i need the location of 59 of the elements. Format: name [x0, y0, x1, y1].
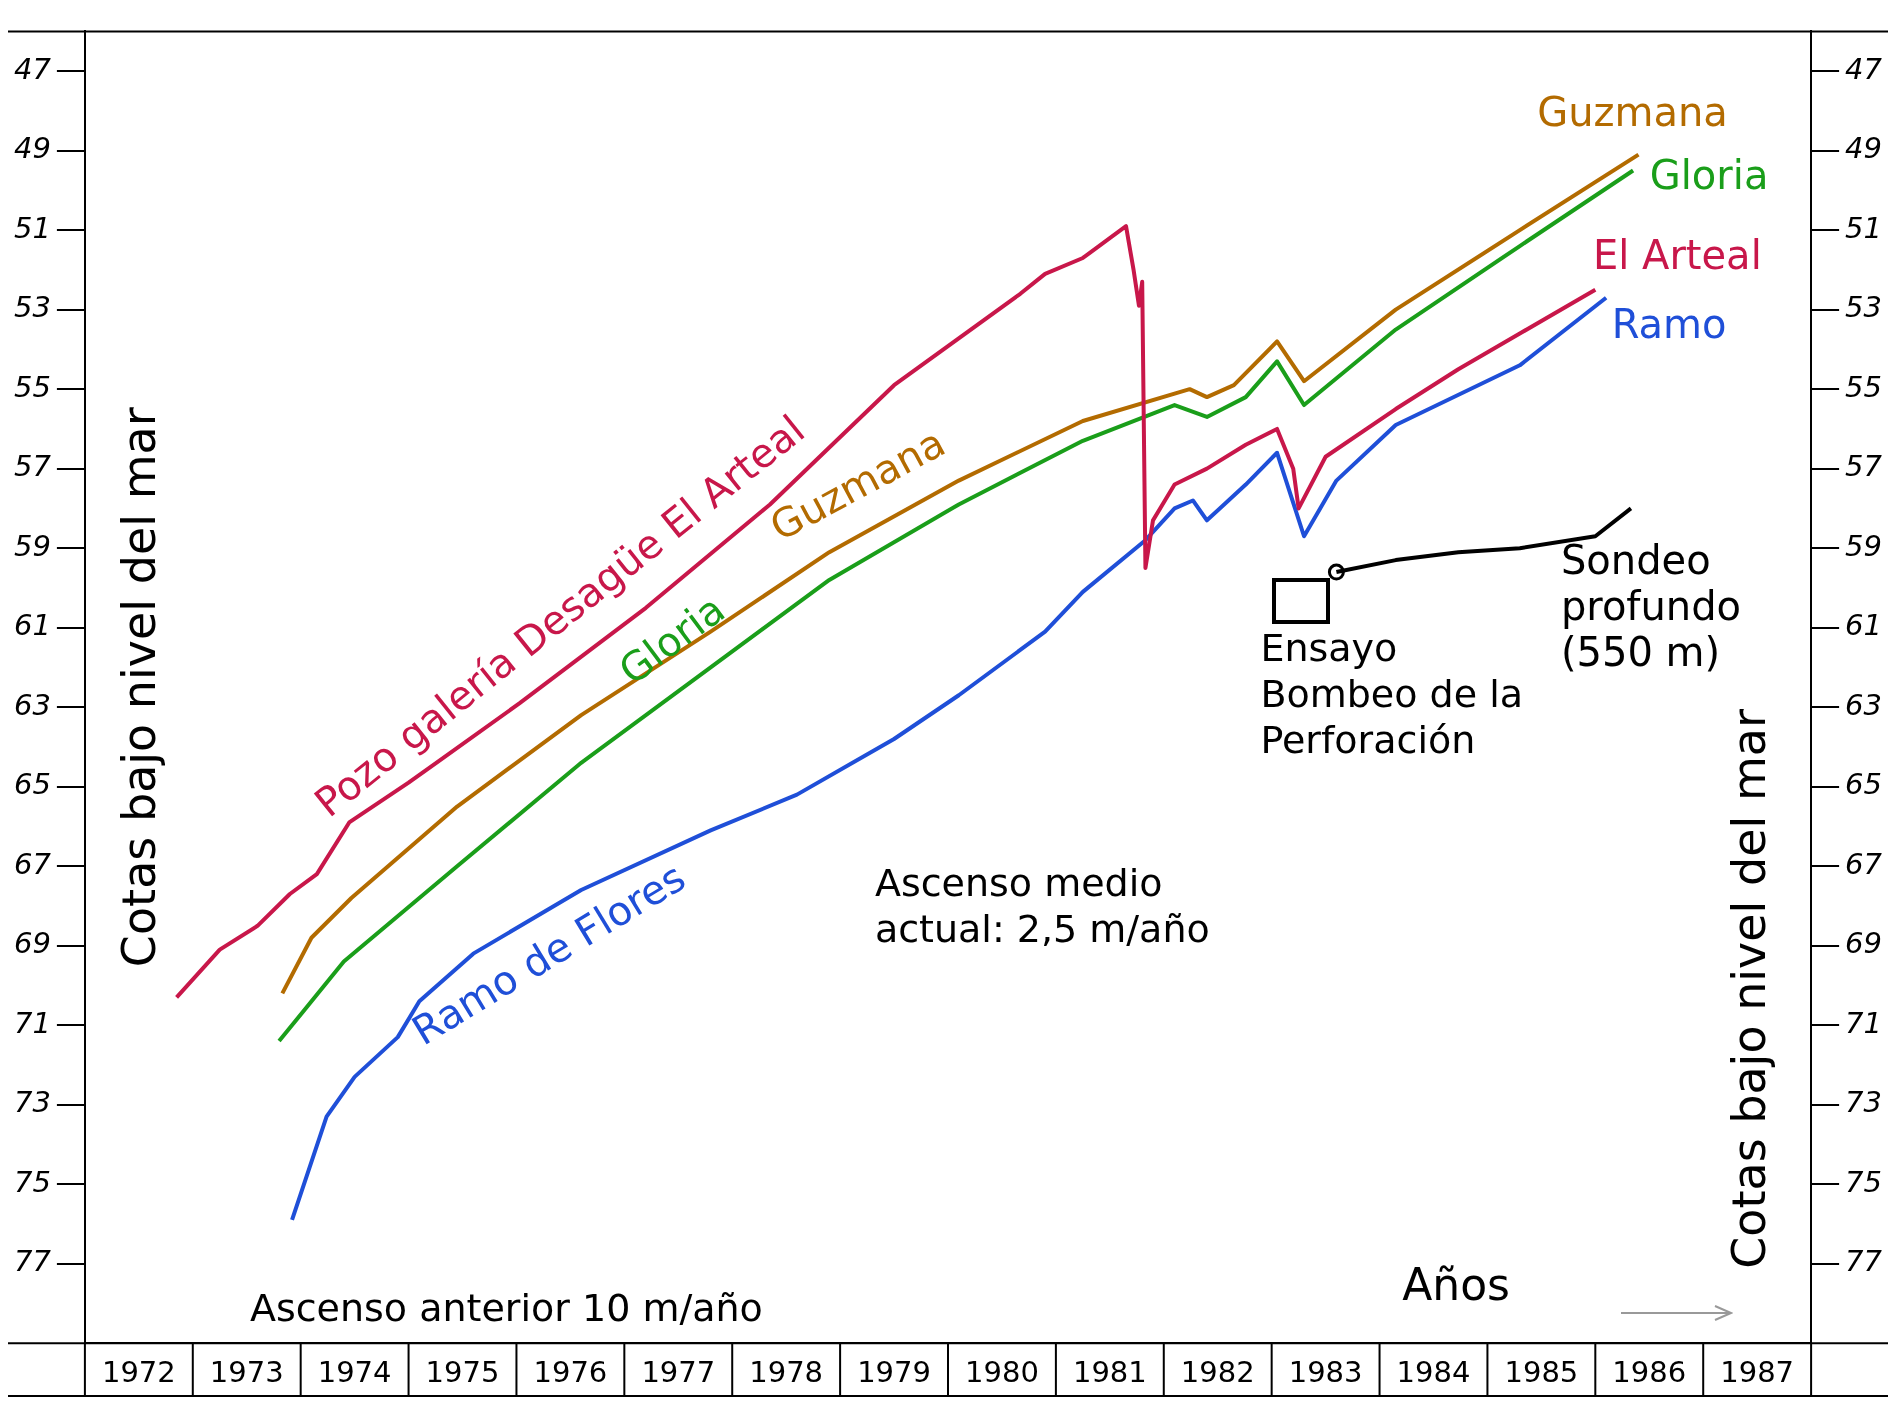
annotation: Guzmana — [1537, 89, 1728, 136]
y2-tick-label: 53 — [1845, 290, 1882, 325]
y2-tick-label: 71 — [1845, 1005, 1882, 1040]
x-tick-label: 1975 — [425, 1355, 500, 1390]
y-tick-label: 77 — [14, 1244, 52, 1279]
x-tick-label: 1982 — [1180, 1355, 1255, 1390]
y-tick-label: 73 — [14, 1085, 51, 1120]
y2-tick-label: 73 — [1845, 1085, 1882, 1120]
y2-tick-label: 51 — [1845, 210, 1882, 245]
annotation: Ensayo Bombeo de la Perforación — [1260, 625, 1523, 762]
x-tick-label: 1987 — [1720, 1355, 1795, 1390]
annotation: Ascenso medio actual: 2,5 m/año — [874, 860, 1210, 951]
y-tick-label: 69 — [14, 926, 51, 961]
x-tick-label: 1979 — [857, 1355, 931, 1390]
y2-tick-label: 57 — [1845, 449, 1883, 484]
x-tick-label: 1984 — [1396, 1355, 1471, 1390]
x-tick-label: 1973 — [209, 1355, 284, 1390]
x-tick-label: 1972 — [101, 1355, 176, 1390]
y2-tick-label: 65 — [1845, 767, 1882, 802]
x-tick-label: 1978 — [749, 1355, 824, 1390]
y-tick-label: 53 — [14, 290, 51, 325]
x-tick-label: 1981 — [1072, 1355, 1147, 1390]
y2-tick-label: 69 — [1845, 926, 1882, 961]
x-tick-label: 1976 — [533, 1355, 608, 1390]
x-tick-label: 1985 — [1504, 1355, 1579, 1390]
annotation: Gloria — [1649, 151, 1769, 198]
y-tick-label: 51 — [14, 210, 51, 245]
y2-tick-label: 77 — [1845, 1244, 1883, 1279]
x-tick-label: 1977 — [641, 1355, 716, 1390]
y-tick-label: 71 — [14, 1005, 51, 1040]
y-tick-label: 67 — [14, 846, 52, 881]
y-tick-label: 75 — [14, 1164, 51, 1199]
y-tick-label: 61 — [14, 608, 51, 643]
y-tick-label: 65 — [14, 767, 51, 802]
x-tick-label: 1980 — [965, 1355, 1039, 1390]
annotation: Ramo — [1611, 301, 1727, 348]
annotation: Ascenso anterior 10 m/año — [249, 1286, 763, 1331]
x-tick-label: 1986 — [1612, 1355, 1687, 1390]
y2-tick-label: 67 — [1845, 846, 1883, 881]
y-tick-label: 55 — [14, 369, 51, 404]
y-tick-label: 63 — [14, 687, 51, 722]
y2-tick-label: 63 — [1845, 687, 1882, 722]
annotation: El Arteal — [1592, 232, 1762, 279]
y2-tick-label: 75 — [1845, 1164, 1882, 1199]
y-tick-label: 49 — [14, 131, 51, 166]
x-tick-label: 1983 — [1288, 1355, 1363, 1390]
y2-tick-label: 49 — [1845, 131, 1882, 166]
x-tick-label: 1974 — [317, 1355, 392, 1390]
y-tick-label: 47 — [14, 51, 52, 86]
y-tick-label: 57 — [14, 449, 52, 484]
y2-axis-title: Cotas bajo nivel del mar — [1722, 709, 1777, 1269]
y2-tick-label: 55 — [1845, 369, 1882, 404]
y-tick-label: 59 — [14, 528, 51, 563]
y2-tick-label: 59 — [1845, 528, 1882, 563]
y2-tick-label: 47 — [1845, 51, 1883, 86]
y-axis-title: Cotas bajo nivel del mar — [111, 407, 166, 968]
y2-tick-label: 61 — [1845, 608, 1882, 643]
legend-label: Sondeo profundo (550 m) — [1560, 536, 1741, 675]
x-axis-title: Años — [1402, 1258, 1511, 1310]
